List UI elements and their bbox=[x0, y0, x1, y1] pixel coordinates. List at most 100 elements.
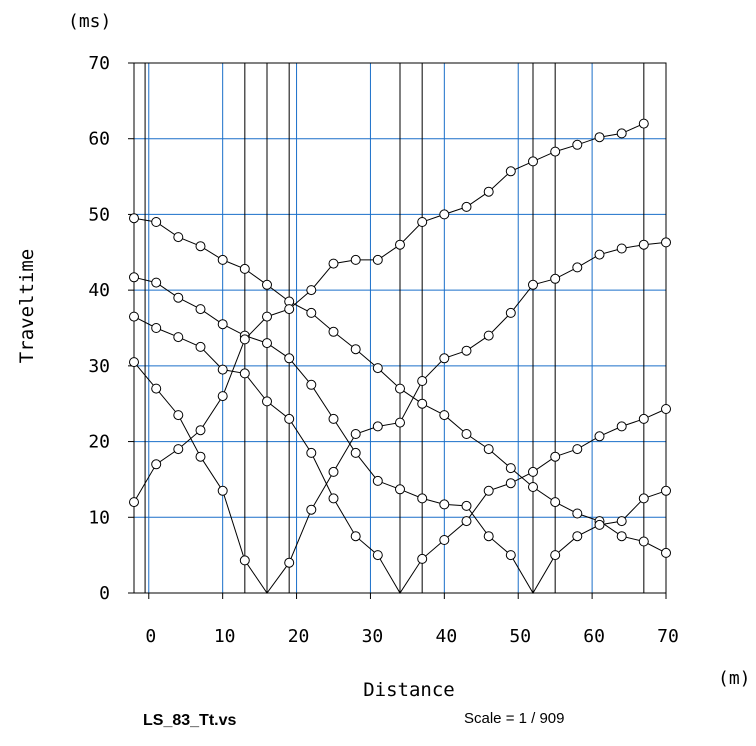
data-point bbox=[328, 493, 339, 504]
data-point bbox=[350, 344, 361, 355]
data-point bbox=[284, 413, 295, 424]
data-point bbox=[616, 421, 627, 432]
data-point bbox=[528, 156, 538, 167]
x-tick-label: 70 bbox=[657, 626, 679, 647]
data-point bbox=[461, 201, 472, 212]
data-point bbox=[550, 273, 561, 284]
data-point bbox=[239, 368, 250, 379]
data-point bbox=[350, 254, 361, 265]
data-point bbox=[262, 396, 272, 407]
x-tick-label: 60 bbox=[583, 626, 605, 647]
data-point bbox=[262, 338, 272, 349]
data-point bbox=[217, 391, 228, 402]
data-point bbox=[638, 536, 649, 547]
y-axis-label: Traveltime bbox=[16, 249, 38, 363]
data-point bbox=[528, 482, 538, 492]
y-tick-label: 60 bbox=[88, 129, 110, 150]
data-point bbox=[550, 550, 561, 561]
data-point bbox=[284, 353, 295, 364]
data-point bbox=[173, 232, 184, 243]
data-point bbox=[417, 398, 428, 409]
data-point bbox=[173, 292, 184, 303]
data-point bbox=[173, 444, 184, 455]
data-point bbox=[417, 217, 428, 227]
data-point bbox=[616, 243, 627, 254]
x-tick-label: 0 bbox=[145, 626, 156, 647]
data-point bbox=[550, 497, 561, 508]
data-point bbox=[284, 557, 295, 568]
x-tick-label: 30 bbox=[362, 626, 384, 647]
data-point bbox=[217, 254, 228, 265]
data-point bbox=[572, 508, 583, 519]
data-point bbox=[505, 166, 516, 177]
data-point bbox=[638, 118, 649, 129]
data-point bbox=[328, 258, 339, 269]
data-point bbox=[262, 311, 272, 322]
data-point bbox=[594, 431, 605, 442]
data-point bbox=[395, 383, 405, 394]
data-point bbox=[572, 531, 583, 542]
data-point bbox=[328, 413, 339, 424]
x-axis-unit: (m) bbox=[718, 668, 751, 689]
data-point bbox=[505, 550, 516, 561]
data-point bbox=[572, 262, 583, 273]
data-point bbox=[483, 485, 494, 496]
data-point bbox=[129, 272, 139, 283]
data-point bbox=[217, 364, 228, 375]
data-point bbox=[372, 550, 383, 561]
y-tick-label: 20 bbox=[88, 432, 110, 453]
x-tick-label: 10 bbox=[214, 626, 236, 647]
y-tick-label: 10 bbox=[88, 507, 110, 528]
data-point bbox=[417, 553, 428, 564]
data-point bbox=[572, 139, 583, 150]
data-point bbox=[350, 429, 361, 439]
data-point bbox=[129, 311, 139, 322]
data-point bbox=[483, 531, 494, 542]
y-tick-label: 30 bbox=[88, 356, 110, 377]
data-point bbox=[417, 376, 428, 386]
data-point bbox=[661, 485, 671, 496]
data-point bbox=[505, 307, 516, 318]
data-point bbox=[239, 334, 250, 345]
data-point bbox=[129, 213, 139, 224]
data-point bbox=[505, 463, 516, 474]
data-point bbox=[151, 323, 162, 333]
data-point bbox=[638, 239, 649, 250]
data-point bbox=[372, 475, 383, 486]
data-point bbox=[461, 500, 472, 511]
data-point bbox=[129, 497, 139, 508]
series-lines bbox=[129, 118, 671, 594]
data-point bbox=[306, 379, 317, 390]
data-point bbox=[195, 241, 206, 252]
data-point bbox=[151, 277, 162, 288]
data-point bbox=[439, 353, 450, 364]
data-point bbox=[328, 466, 339, 477]
data-point bbox=[395, 417, 405, 428]
data-point bbox=[195, 304, 206, 315]
data-point bbox=[661, 547, 671, 558]
y-axis-unit: (ms) bbox=[68, 11, 111, 32]
data-point bbox=[129, 357, 139, 368]
data-point bbox=[439, 209, 450, 220]
data-point bbox=[217, 319, 228, 330]
data-point bbox=[239, 555, 250, 566]
y-tick-label: 0 bbox=[99, 583, 110, 604]
data-point bbox=[616, 531, 627, 542]
data-point bbox=[195, 341, 206, 352]
data-point bbox=[306, 504, 317, 515]
data-point bbox=[372, 363, 383, 374]
data-point bbox=[594, 132, 605, 143]
traveltime-chart: 0 10 20 30 40 50 60 70 0 10 20 30 40 50 60 70 (ms) (m)… bbox=[16, 11, 751, 701]
data-point bbox=[217, 485, 228, 496]
data-point bbox=[328, 326, 339, 337]
data-point bbox=[151, 217, 162, 227]
x-axis-ticks: 0 10 20 30 40 50 60 70 bbox=[145, 593, 679, 647]
data-point bbox=[594, 519, 605, 530]
data-point bbox=[461, 345, 472, 356]
data-point bbox=[151, 383, 162, 394]
data-point bbox=[306, 307, 317, 318]
data-point bbox=[350, 447, 361, 458]
y-tick-label: 70 bbox=[88, 53, 110, 74]
data-point bbox=[395, 484, 405, 495]
data-point bbox=[350, 531, 361, 542]
